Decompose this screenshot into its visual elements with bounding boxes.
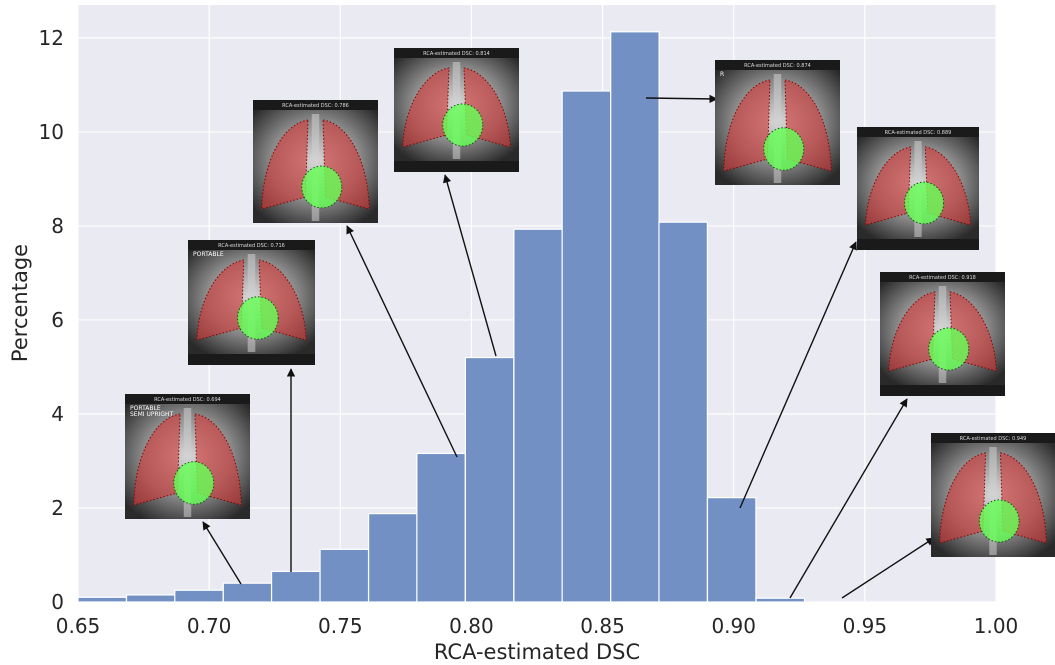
y-tick-label: 12 [39, 26, 64, 50]
x-tick-label: 0.90 [711, 614, 756, 638]
annotation-arrow [346, 225, 458, 458]
histogram-bar-4 [270, 570, 321, 603]
x-tick-label: 0.80 [449, 614, 494, 638]
left-lung-mask [133, 413, 181, 506]
thumbnail-corner-text: PORTABLE [130, 405, 161, 412]
heart-mask [928, 327, 970, 371]
thumbnail-caption: RCA-estimated DSC: 0.694 [154, 397, 221, 403]
x-axis-label: RCA-estimated DSC [434, 640, 640, 664]
x-axis-ticks: 0.65 0.70 0.75 0.80 0.85 0.90 0.95 1.00 [56, 614, 1019, 638]
y-axis-ticks: 0 2 4 6 8 10 12 [39, 26, 64, 614]
y-tick-label: 2 [51, 496, 64, 520]
x-tick-label: 0.85 [580, 614, 625, 638]
thumbnail-caption: RCA-estimated DSC: 0.814 [423, 51, 490, 57]
left-lung-mask [261, 119, 309, 210]
histogram-bar-0 [77, 596, 128, 603]
thumbnail-corner-text: SEMI UPRIGHT [130, 411, 174, 418]
histogram-bar-10 [561, 90, 612, 603]
annotation-arrows [202, 94, 935, 599]
thumbnail-corner-text: PORTABLE [193, 251, 224, 258]
y-tick-label: 0 [51, 590, 64, 614]
annotation-arrow [202, 521, 242, 585]
histogram-bar-6 [368, 513, 418, 603]
thumbnail-caption: RCA-estimated DSC: 0.716 [218, 243, 285, 249]
xray-thumbnail: RCA-estimated DSC: 0.716 PORTABLE [188, 240, 315, 365]
histogram-bar-9 [513, 228, 563, 603]
annotation-arrow [645, 94, 718, 104]
xray-thumbnail: RCA-estimated DSC: 0.874 R [715, 60, 840, 185]
left-lung-mask [939, 452, 987, 544]
xray-thumbnail: RCA-estimated DSC: 0.786 [253, 100, 378, 223]
histogram-bar-2 [174, 589, 224, 603]
heart-mask [442, 103, 484, 147]
xray-thumbnail: RCA-estimated DSC: 0.949 [931, 433, 1055, 557]
spine-shape [773, 74, 782, 183]
annotation-arrow [841, 537, 935, 599]
annotation-arrow [739, 241, 857, 509]
histogram-bar-14 [755, 597, 806, 603]
left-lung-mask [402, 67, 450, 148]
x-tick-label: 0.70 [187, 614, 232, 638]
y-tick-label: 10 [39, 120, 64, 144]
y-tick-label: 4 [51, 402, 64, 426]
annotation-arrow [789, 398, 908, 599]
x-tick-label: 0.75 [318, 614, 363, 638]
thumbnail-caption: RCA-estimated DSC: 0.949 [960, 436, 1027, 442]
y-tick-label: 6 [51, 308, 64, 332]
histogram-bar-8 [464, 356, 515, 603]
histogram-bar-1 [125, 594, 176, 603]
histogram-bar-5 [319, 548, 370, 603]
thumbnail-caption: RCA-estimated DSC: 0.786 [282, 103, 349, 109]
left-lung-mask [865, 146, 912, 226]
histogram-bar-3 [222, 582, 273, 603]
left-lung-mask [888, 291, 936, 372]
left-lung-mask [196, 259, 245, 341]
histogram-bars [77, 31, 806, 603]
heart-mask [904, 181, 945, 225]
heart-mask [237, 296, 279, 340]
y-axis-label: Percentage [8, 244, 32, 362]
heart-mask [978, 499, 1020, 543]
left-lung-mask [723, 79, 771, 172]
histogram-bar-11 [610, 31, 660, 603]
annotation-arrow [443, 174, 497, 357]
thumbnail-caption: RCA-estimated DSC: 0.918 [909, 275, 976, 281]
x-tick-label: 1.00 [974, 614, 1019, 638]
heart-mask [301, 165, 343, 209]
thumbnail-corner-text: R [720, 71, 724, 78]
x-tick-label: 0.65 [56, 614, 101, 638]
heart-mask [763, 127, 805, 171]
heart-mask [173, 461, 215, 505]
xray-thumbnail: RCA-estimated DSC: 0.814 [394, 48, 519, 172]
histogram-bar-7 [416, 452, 466, 603]
thumbnail-caption: RCA-estimated DSC: 0.874 [744, 63, 811, 69]
spine-shape [183, 408, 192, 517]
histogram-bar-12 [658, 221, 708, 603]
xray-thumbnail: RCA-estimated DSC: 0.889 [857, 127, 979, 250]
thumbnail-caption: RCA-estimated DSC: 0.889 [885, 130, 952, 136]
y-tick-label: 8 [51, 214, 64, 238]
x-tick-label: 0.95 [843, 614, 888, 638]
histogram-bar-13 [706, 497, 757, 603]
xray-thumbnail: RCA-estimated DSC: 0.918 [880, 272, 1005, 396]
